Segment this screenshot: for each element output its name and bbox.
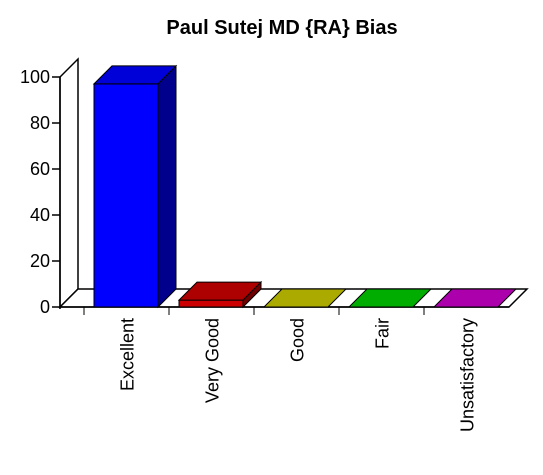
- bar: [347, 288, 433, 308]
- y-tick-label: 0: [40, 297, 50, 317]
- y-tick-label: 80: [30, 113, 50, 133]
- x-tick-label: Excellent: [118, 318, 138, 391]
- y-tick-label: 20: [30, 251, 50, 271]
- bar-front: [178, 299, 244, 308]
- bar-top: [432, 288, 518, 308]
- x-tick-label: Fair: [373, 318, 393, 349]
- bar-front: [93, 83, 159, 308]
- y-tick-label: 100: [20, 67, 50, 87]
- bar: [262, 288, 348, 308]
- y-tick-label: 40: [30, 205, 50, 225]
- bar-side: [157, 64, 177, 309]
- left-wall: [59, 57, 79, 309]
- chart-title: Paul Sutej MD {RA} Bias: [166, 17, 397, 39]
- bar-top: [347, 288, 433, 308]
- x-tick-label: Good: [288, 318, 308, 362]
- x-tick-label: Unsatisfactory: [458, 318, 478, 432]
- y-tick-label: 60: [30, 159, 50, 179]
- bar-top: [92, 65, 178, 85]
- bar: [177, 280, 263, 309]
- bar: [432, 288, 518, 308]
- bar: [92, 64, 178, 309]
- bar-top: [262, 288, 348, 308]
- bar-top: [177, 281, 263, 301]
- x-tick-label: Very Good: [203, 318, 223, 403]
